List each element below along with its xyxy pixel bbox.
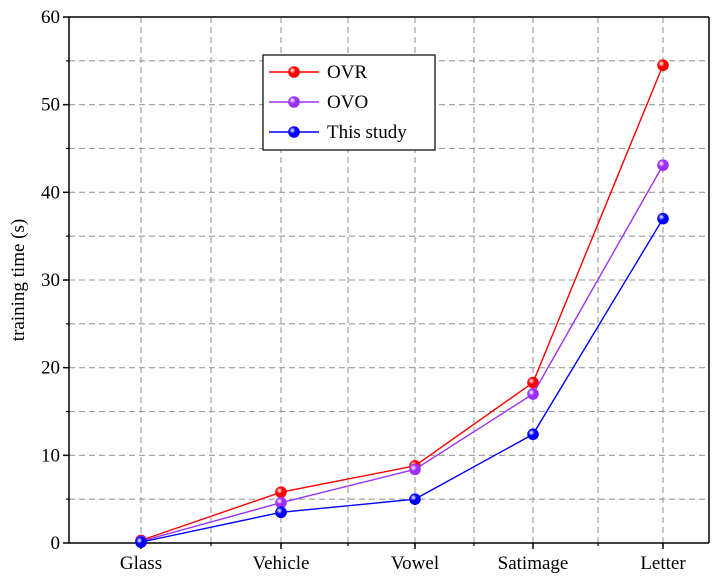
y-tick-label: 30	[41, 270, 60, 291]
series-line	[140, 218, 664, 543]
axes: 0 10 20 30 40 50 60 Glass Vehicle Vowel Satimage Le…	[41, 7, 710, 574]
series-this-study	[135, 212, 669, 548]
series-line	[140, 164, 664, 542]
series-ovo	[135, 159, 669, 548]
series-lines	[135, 59, 669, 548]
data-point	[657, 59, 669, 72]
y-tick-label: 10	[41, 445, 60, 466]
y-tick-label: 20	[41, 358, 60, 379]
y-tick-label: 40	[41, 182, 60, 203]
data-point	[409, 493, 421, 505]
data-point	[275, 486, 287, 498]
x-tick-label: Vehicle	[253, 553, 310, 574]
y-axis-label: training time (s)	[8, 219, 29, 341]
data-point	[527, 388, 539, 400]
legend-label: OVO	[327, 92, 368, 113]
data-point	[135, 536, 147, 548]
x-tick-label: Vowel	[391, 553, 439, 574]
legend: OVR OVO This study	[262, 54, 436, 151]
legend-label: This study	[327, 122, 407, 143]
data-point	[657, 212, 669, 225]
data-point	[657, 159, 669, 171]
data-point	[527, 428, 539, 441]
x-tick-label: Letter	[640, 553, 686, 574]
x-tick-label: Glass	[120, 553, 162, 574]
legend-marker	[288, 96, 300, 108]
y-tick-label: 50	[41, 95, 60, 116]
y-tick-label: 60	[41, 7, 60, 28]
data-point	[409, 463, 421, 476]
y-tick-label: 0	[51, 533, 61, 554]
data-point	[275, 506, 287, 519]
legend-marker	[288, 126, 300, 138]
legend-marker	[288, 66, 300, 78]
data-point	[527, 376, 539, 389]
x-tick-label: Satimage	[498, 553, 569, 574]
legend-label: OVR	[327, 62, 367, 83]
